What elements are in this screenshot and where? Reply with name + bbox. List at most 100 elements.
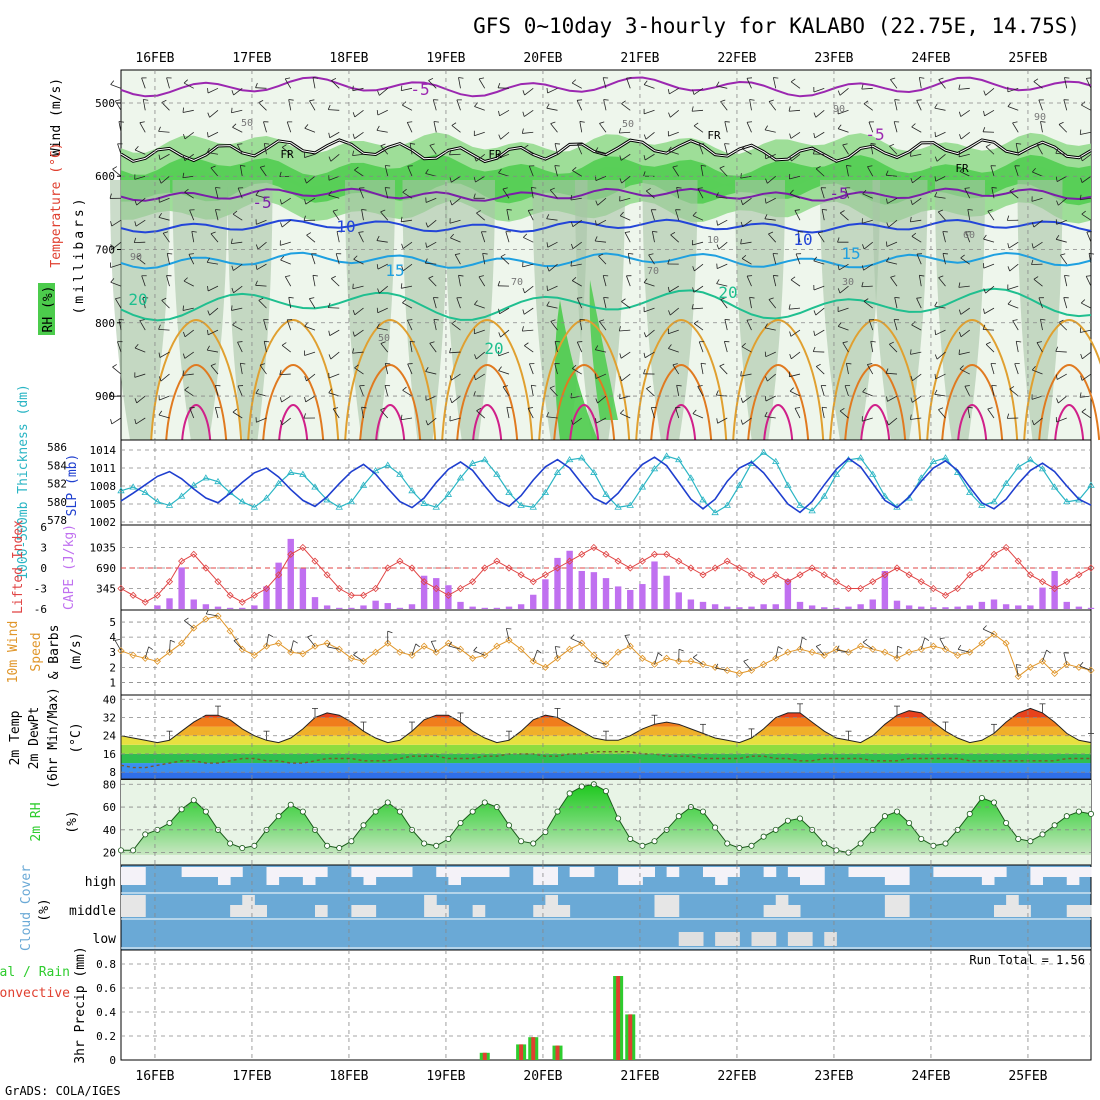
wind-barb-flag (1009, 188, 1015, 192)
wind-barb-flag (400, 283, 403, 289)
wind-barb (965, 231, 971, 243)
precip-tick-label: 0.4 (96, 1006, 116, 1019)
wind-barb-flag (1007, 300, 1012, 305)
wind-barb-flag (331, 275, 336, 279)
wind-barb-flag (328, 330, 331, 336)
wind-barb (959, 171, 970, 177)
wind-barb (522, 263, 534, 268)
wind-speed-point (529, 657, 537, 665)
wind-barb (1060, 254, 1068, 265)
contour-20 (120, 287, 1092, 322)
wind-barb-flag (1055, 176, 1058, 182)
wind-barb (603, 297, 607, 309)
wind-barb (329, 131, 340, 139)
wind-barb (358, 232, 364, 243)
wind-barb (789, 373, 801, 378)
wind-barb-10m (473, 650, 485, 656)
wind-barb-flag (546, 87, 548, 94)
wind-barb-flag (255, 190, 260, 196)
lifted-index-point (578, 550, 586, 558)
wind-barb-flag (628, 252, 634, 255)
thickness-point (553, 468, 562, 475)
wind-barb (912, 197, 922, 205)
wind-barb (524, 88, 534, 96)
cape-bar (396, 607, 404, 609)
cape-bar (881, 570, 889, 609)
wind-barb-flag (410, 143, 416, 145)
wind-barb-flag (672, 363, 678, 366)
rh-point (142, 831, 149, 838)
precip-frame (120, 949, 1092, 1061)
cloud-gap-high (812, 867, 825, 885)
rh-point (130, 847, 137, 854)
wind-barb (692, 215, 704, 221)
wind-barb (182, 373, 194, 376)
thickness-point (832, 470, 841, 477)
wind-barb-flag (716, 81, 720, 87)
wind-barb-10m-flag (802, 637, 807, 641)
cape-bar (1087, 607, 1095, 609)
wind-barb-flag (1058, 121, 1064, 125)
wind-barb (842, 342, 849, 353)
dewpoint-line (120, 751, 1091, 769)
wind-barb (233, 263, 243, 271)
wind-barb-flag (740, 199, 744, 205)
wind-barb (620, 351, 631, 359)
lifted-index-point (966, 571, 974, 579)
cloud-gap-high (860, 867, 874, 877)
cape-bar (687, 599, 695, 609)
wind-barb-flag (473, 391, 476, 397)
wind-barb-flag (158, 178, 162, 184)
wind-barb (115, 298, 122, 309)
wind-barb-flag (258, 100, 264, 103)
wind-barb (498, 153, 510, 159)
date-label-top: 22FEB (717, 51, 756, 66)
wind-speed-point (444, 639, 452, 647)
wind-barb (935, 373, 946, 380)
rh-point (784, 817, 791, 824)
wind-barb (886, 372, 898, 375)
wind-barb-flag (110, 221, 113, 227)
thickness-point (347, 497, 356, 505)
lifted-index-point (384, 564, 392, 572)
wind-barb (330, 153, 340, 162)
thickness-point (190, 481, 198, 488)
wind-barb-flag (309, 99, 315, 102)
rh-area (121, 784, 1091, 855)
wind-barb (376, 129, 388, 133)
contour-30 (553, 363, 616, 441)
date-label-bottom: 19FEB (426, 1069, 465, 1084)
wind-barb-flag (570, 392, 573, 399)
wind-barb-flag (595, 200, 598, 206)
wind-barb-flag (231, 305, 233, 311)
wind-barb-flag (692, 89, 695, 95)
precip-ticks: 0.80.60.40.20 (96, 958, 116, 1067)
contour-label: 10 (336, 217, 355, 236)
wind-barb-flag (260, 165, 266, 168)
wind-barb (1081, 153, 1092, 162)
wind-barb (1031, 197, 1043, 202)
wind-barb-flag (500, 253, 506, 258)
wind-barb-flag (1079, 194, 1082, 200)
wind-barb (1056, 238, 1067, 243)
wind-barb (384, 385, 389, 397)
rh-point (857, 840, 864, 847)
thickness-point (432, 503, 440, 510)
wind-barb (790, 131, 801, 139)
wind-barb (210, 167, 219, 177)
wind-barb-flag (599, 319, 605, 322)
cloud-gap-high (302, 867, 316, 885)
wind-barb (670, 234, 680, 243)
wind-barb-flag (458, 77, 464, 79)
wind-barb (767, 373, 777, 382)
cape-bar (517, 604, 525, 609)
wind-barb (259, 166, 267, 177)
wind-barb (772, 275, 777, 287)
wind-barb-flag (603, 99, 609, 101)
wind-barb (425, 395, 437, 401)
wind-barb (166, 275, 170, 287)
wind-barb (675, 407, 680, 419)
wind-barb (595, 240, 607, 243)
wind-barb-flag (332, 209, 338, 212)
wind-barb-flag (1033, 276, 1039, 280)
